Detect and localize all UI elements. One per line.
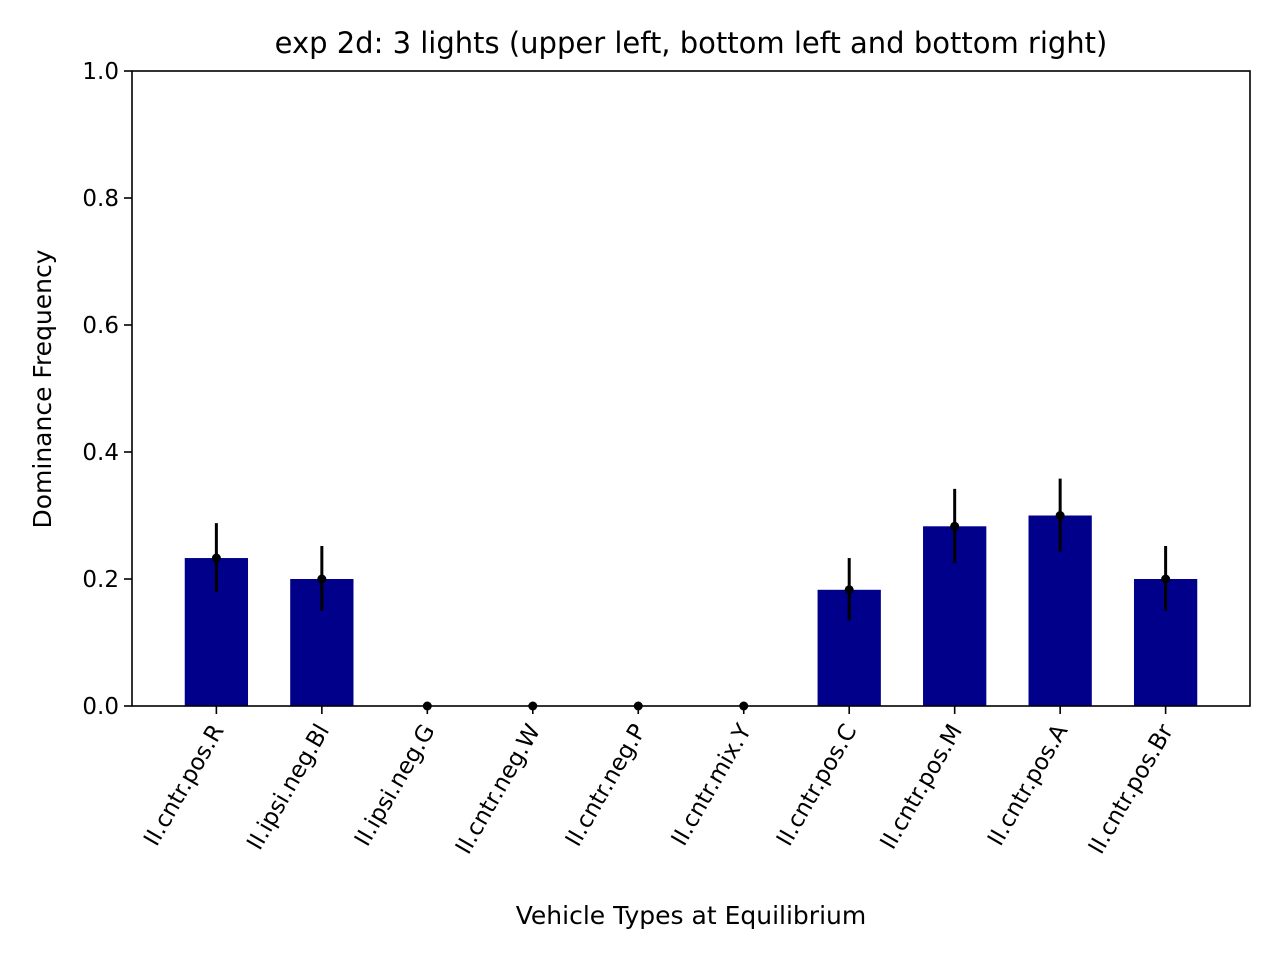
y-tick-label: 0.4 xyxy=(82,440,119,466)
y-tick-label: 0.0 xyxy=(82,694,119,720)
mean-point-II.cntr.pos.M xyxy=(950,521,960,531)
y-tick-label: 0.2 xyxy=(82,567,119,593)
x-tick-label-II.cntr.neg.W: II.cntr.neg.W xyxy=(451,720,546,859)
y-tick-label: 0.6 xyxy=(82,313,119,339)
y-axis: 0.0 0.2 0.4 0.6 0.8 1.0 xyxy=(82,59,132,720)
y-axis-label: Dominance Frequency xyxy=(28,249,57,528)
mean-point-II.ipsi.neg.Bl xyxy=(317,574,327,584)
plot-frame xyxy=(131,70,1251,707)
plot-area xyxy=(184,478,1198,711)
x-tick-label-II.cntr.pos.M: II.cntr.pos.M xyxy=(876,720,968,854)
mean-point-II.cntr.pos.R xyxy=(211,553,221,563)
x-tick-label-II.cntr.pos.C: II.cntr.pos.C xyxy=(772,720,862,851)
x-tick-label-II.cntr.pos.R: II.cntr.pos.R xyxy=(139,720,229,851)
x-tick-label-II.cntr.pos.Br: II.cntr.pos.Br xyxy=(1084,720,1179,859)
chart-title: exp 2d: 3 lights (upper left, bottom lef… xyxy=(275,26,1108,60)
x-tick-label-II.cntr.pos.A: II.cntr.pos.A xyxy=(983,720,1073,851)
x-tick-label-II.cntr.mix.Y: II.cntr.mix.Y xyxy=(667,719,758,850)
x-tick-label-II.ipsi.neg.Bl: II.ipsi.neg.Bl xyxy=(242,720,335,855)
mean-point-II.cntr.pos.Br xyxy=(1161,574,1171,584)
x-tick-label-II.ipsi.neg.G: II.ipsi.neg.G xyxy=(350,720,441,851)
x-axis-label: Vehicle Types at Equilibrium xyxy=(516,901,866,930)
mean-point-II.cntr.pos.A xyxy=(1055,511,1065,520)
x-axis: II.cntr.pos.R II.ipsi.neg.Bl II.ipsi.neg.G… xyxy=(139,706,1179,859)
mean-point-II.cntr.pos.C xyxy=(844,585,854,595)
y-tick-label: 1.0 xyxy=(82,59,119,85)
y-tick-label: 0.8 xyxy=(82,186,119,212)
x-tick-label-II.cntr.neg.P: II.cntr.neg.P xyxy=(561,720,652,851)
